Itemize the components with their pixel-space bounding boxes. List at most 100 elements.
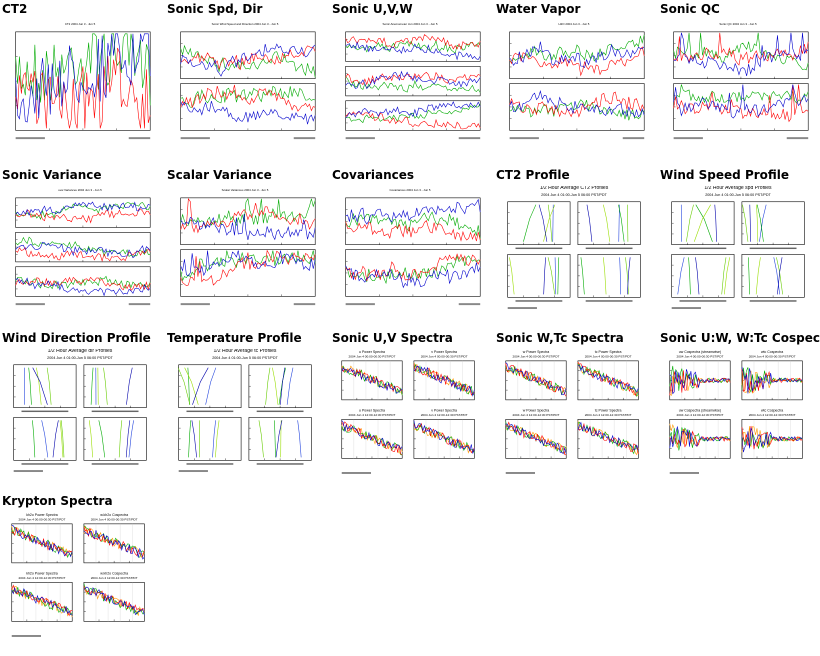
tile-title[interactable]: Scalar Variance bbox=[167, 168, 272, 182]
spectrum-line bbox=[11, 526, 73, 557]
plot-caption: Sonic Wind Speed and Direction 2004 Jun … bbox=[212, 22, 279, 26]
series-line bbox=[180, 85, 316, 108]
panel-subcaption: 2004 Jun 4 00:00-00:30 PST/PDT bbox=[677, 354, 724, 358]
plot-thumbnail[interactable]: Sonic Wind Speed and Direction 2004 Jun … bbox=[167, 20, 323, 150]
tile-title[interactable]: Sonic Spd, Dir bbox=[167, 2, 263, 16]
gallery-tile[interactable]: Sonic Spd, Dir Sonic Wind Speed and Direc… bbox=[165, 2, 325, 152]
panel-caption: kh2o Power Spectra bbox=[26, 513, 58, 517]
series-line bbox=[180, 84, 316, 112]
plot-thumbnail[interactable]: 1/2 Hour Average spd Profiles 2004 Jun 4 … bbox=[660, 186, 816, 316]
footer-credit bbox=[180, 303, 210, 306]
plot-thumbnail[interactable]: u Power Spectra 2004 Jun 4 00:00-00:30 PS… bbox=[332, 349, 488, 479]
plot-subcaption: 2004 Jun 4 01:00-Jun 5 06:00 PST/PDT bbox=[705, 193, 771, 197]
plot-graphic: 1/2 Hour Average spd Profiles 2004 Jun 4 … bbox=[671, 186, 805, 310]
plot-thumbnail[interactable]: kh2o Power Spectra 2004 Jun 4 00:00-00:30… bbox=[2, 512, 158, 642]
profile-line bbox=[619, 257, 621, 295]
axis-label bbox=[186, 410, 234, 413]
tile-title[interactable]: Wind Speed Profile bbox=[660, 168, 790, 182]
tile-title[interactable]: Temperature Profile bbox=[167, 331, 302, 345]
gallery-tile[interactable]: Sonic Variance uvw Variances 2004 Jun 3 -… bbox=[0, 168, 160, 318]
tile-title[interactable]: Water Vapor bbox=[496, 2, 581, 16]
spectrum-line bbox=[413, 425, 475, 454]
tile-title[interactable]: Sonic QC bbox=[660, 2, 720, 16]
tile-title[interactable]: Wind Direction Profile bbox=[2, 331, 151, 345]
series-line bbox=[15, 276, 151, 291]
plot-graphic: H2O 2004 Jun 3 - Jun 5 bbox=[509, 22, 645, 140]
series-line bbox=[15, 202, 151, 220]
plot-thumbnail[interactable]: Covariances 2004 Jun 3 - Jun 5 bbox=[332, 186, 488, 316]
axis-label bbox=[91, 463, 139, 465]
footer-timestamp bbox=[293, 303, 316, 306]
spectrum-line bbox=[341, 367, 403, 394]
tile-title[interactable]: Sonic U,V Spectra bbox=[332, 331, 453, 345]
profile-line bbox=[32, 367, 48, 405]
series-line bbox=[180, 45, 316, 71]
axis-label bbox=[515, 300, 563, 302]
profile-line bbox=[714, 204, 717, 242]
tile-title[interactable]: CT2 Profile bbox=[496, 168, 570, 182]
tile-title[interactable]: Sonic U,V,W bbox=[332, 2, 413, 16]
profile-line bbox=[60, 420, 65, 458]
plot-thumbnail[interactable]: Sonic QC 2004 Jun 3 - Jun 5 bbox=[660, 20, 816, 150]
profile-line bbox=[547, 204, 553, 242]
gallery-tile[interactable]: CT2 CT2 2004 Jun 3 - Jun 5 bbox=[0, 2, 160, 152]
profile-line bbox=[538, 204, 548, 242]
gallery-tile[interactable]: Wind Speed Profile 1/2 Hour Average spd P… bbox=[658, 168, 818, 318]
plot-thumbnail[interactable]: 1/2 Hour Average dir Profiles 2004 Jun 4 … bbox=[2, 349, 158, 479]
profile-line bbox=[212, 420, 216, 458]
plot-thumbnail[interactable]: 1/2 Hour Average CT2 Profiles 2004 Jun 4 … bbox=[496, 186, 652, 316]
gallery-tile[interactable]: Sonic U:W, W:Tc Cospectra uw Cospectra (s… bbox=[658, 331, 820, 481]
axis-label bbox=[679, 247, 727, 250]
gallery-tile[interactable]: Sonic W,Tc Spectra w Power Spectra 2004 Ju… bbox=[494, 331, 654, 481]
series-line bbox=[180, 250, 316, 277]
tile-title[interactable]: CT2 bbox=[2, 2, 28, 16]
series-line bbox=[345, 198, 481, 225]
series-line bbox=[15, 201, 151, 216]
series-line bbox=[180, 44, 316, 78]
plot-thumbnail[interactable]: CT2 2004 Jun 3 - Jun 5 bbox=[2, 20, 158, 150]
plot-thumbnail[interactable]: uvw Variances 2004 Jun 3 - Jun 5 bbox=[2, 186, 158, 316]
gallery-tile[interactable]: Krypton Spectra kh2o Power Spectra 2004 Ju… bbox=[0, 494, 160, 644]
profile-line bbox=[286, 367, 294, 405]
plot-thumbnail[interactable]: 1/2 Hour Average tc Profiles 2004 Jun 4 0… bbox=[167, 349, 323, 479]
tile-title[interactable]: Covariances bbox=[332, 168, 415, 182]
gallery-tile[interactable]: Scalar Variance Scalar Variances 2004 Jun… bbox=[165, 168, 325, 318]
plot-graphic: uvw Variances 2004 Jun 3 - Jun 5 bbox=[15, 188, 151, 306]
plot-thumbnail[interactable]: Sonic Anemometer Jun 2004 Jun 3 - Jun 5 bbox=[332, 20, 488, 150]
plot-thumbnail[interactable]: Scalar Variances 2004 Jun 3 - Jun 5 bbox=[167, 186, 323, 316]
series-line bbox=[345, 111, 481, 130]
spectrum-line bbox=[83, 526, 145, 557]
series-line bbox=[509, 41, 645, 69]
gallery-tile[interactable]: Temperature Profile 1/2 Hour Average tc P… bbox=[165, 331, 325, 481]
plot-thumbnail[interactable]: H2O 2004 Jun 3 - Jun 5 bbox=[496, 20, 652, 150]
series-line bbox=[345, 34, 481, 51]
gallery-tile[interactable]: Wind Direction Profile 1/2 Hour Average d… bbox=[0, 331, 160, 481]
gallery-tile[interactable]: Sonic QC Sonic QC 2004 Jun 3 - Jun 5 bbox=[658, 2, 818, 152]
plot-caption: H2O 2004 Jun 3 - Jun 5 bbox=[559, 22, 590, 26]
tile-title[interactable]: Sonic W,Tc Spectra bbox=[496, 331, 624, 345]
gallery-tile[interactable]: Sonic U,V,W Sonic Anemometer Jun 2004 Jun… bbox=[330, 2, 490, 152]
tile-title[interactable]: Sonic Variance bbox=[2, 168, 102, 182]
plot-frame bbox=[507, 254, 571, 298]
plot-thumbnail[interactable]: uw Cospectra (streamwise) 2004 Jun 4 00:0… bbox=[660, 349, 816, 479]
panel-subcaption: 2004 Jun 4 00:00-00:30 PST/PDT bbox=[19, 517, 66, 521]
gallery-tile[interactable]: Water Vapor H2O 2004 Jun 3 - Jun 5 bbox=[494, 2, 654, 152]
tile-title[interactable]: Krypton Spectra bbox=[2, 494, 113, 508]
gallery-tile[interactable]: Sonic U,V Spectra u Power Spectra 2004 Jun… bbox=[330, 331, 490, 481]
profile-line bbox=[125, 420, 131, 458]
plot-thumbnail[interactable]: w Power Spectra 2004 Jun 4 00:00-00:30 PS… bbox=[496, 349, 652, 479]
profile-line bbox=[297, 420, 302, 458]
spectrum-line bbox=[341, 365, 403, 396]
profile-line bbox=[618, 204, 625, 242]
gallery-tile[interactable]: Covariances Covariances 2004 Jun 3 - Jun … bbox=[330, 168, 490, 318]
tile-title[interactable]: Sonic U:W, W:Tc Cospectra bbox=[660, 331, 820, 345]
plot-graphic: Covariances 2004 Jun 3 - Jun 5 bbox=[345, 188, 481, 306]
profile-line bbox=[756, 204, 764, 242]
plot-graphic: CT2 2004 Jun 3 - Jun 5 bbox=[15, 22, 151, 140]
profile-line bbox=[742, 204, 749, 242]
plot-caption: Sonic Anemometer Jun 2004 Jun 3 - Jun 5 bbox=[383, 22, 438, 26]
series-line bbox=[345, 41, 481, 61]
profile-line bbox=[177, 367, 191, 405]
gallery-tile[interactable]: CT2 Profile 1/2 Hour Average CT2 Profiles… bbox=[494, 168, 654, 318]
panel-caption: uw Cospectra (streamwise) bbox=[679, 350, 721, 354]
